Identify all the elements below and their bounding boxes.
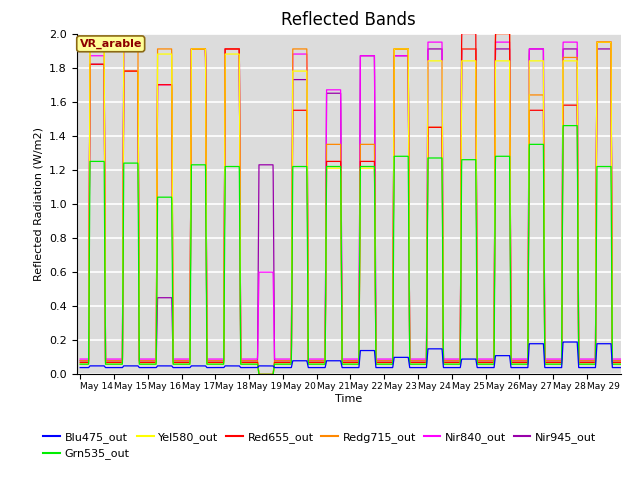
Title: Reflected Bands: Reflected Bands: [282, 11, 416, 29]
Legend: Blu475_out, Grn535_out, Yel580_out, Red655_out, Redg715_out, Nir840_out, Nir945_: Blu475_out, Grn535_out, Yel580_out, Red6…: [39, 428, 600, 464]
X-axis label: Time: Time: [335, 394, 362, 404]
Y-axis label: Reflected Radiation (W/m2): Reflected Radiation (W/m2): [34, 127, 44, 281]
Text: VR_arable: VR_arable: [79, 39, 142, 49]
